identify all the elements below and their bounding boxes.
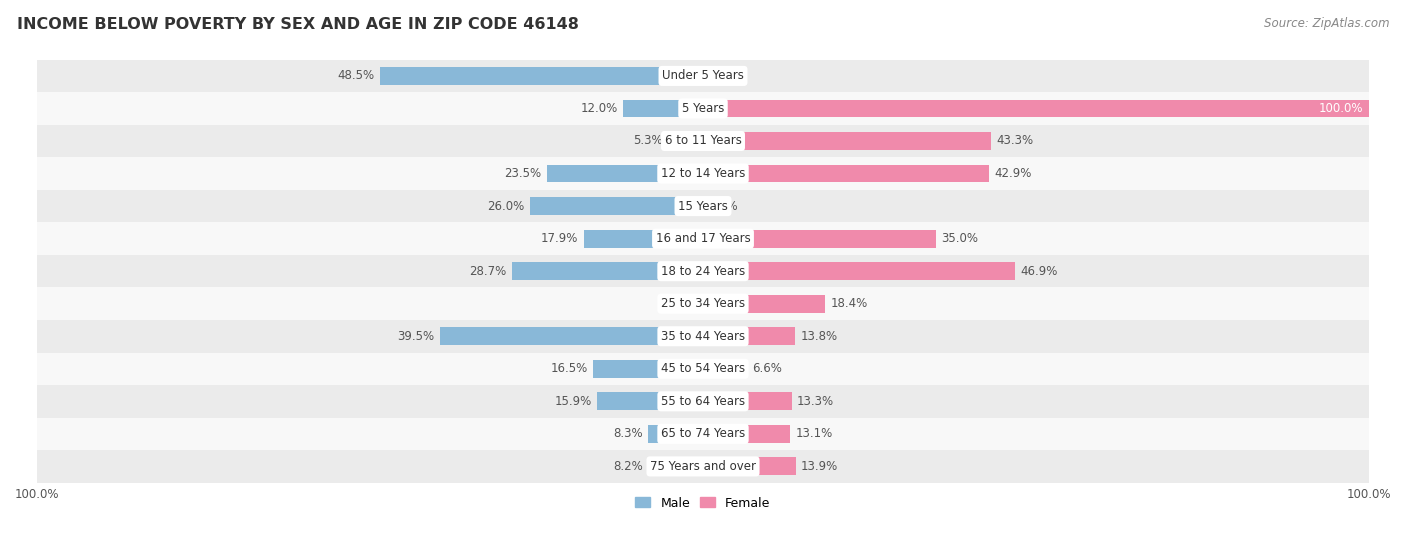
Bar [703,425,790,443]
Text: 25 to 34 Years: 25 to 34 Years [661,297,745,310]
Bar [530,197,703,215]
Text: 75 Years and over: 75 Years and over [650,460,756,473]
Bar [648,425,703,443]
Text: 35 to 44 Years: 35 to 44 Years [661,330,745,343]
Text: 18 to 24 Years: 18 to 24 Years [661,264,745,278]
Text: 15 Years: 15 Years [678,200,728,213]
Bar [703,360,747,378]
Bar [547,165,703,182]
Text: 16.5%: 16.5% [551,362,588,376]
Text: 13.3%: 13.3% [797,395,834,408]
Text: 39.5%: 39.5% [398,330,434,343]
Bar [648,458,703,475]
Bar [440,328,703,345]
Text: 6.6%: 6.6% [752,362,782,376]
Bar [4,60,1402,92]
Text: 100.0%: 100.0% [1319,102,1364,115]
Text: 43.3%: 43.3% [997,134,1033,147]
Bar [703,392,792,410]
Text: 6 to 11 Years: 6 to 11 Years [665,134,741,147]
Text: Source: ZipAtlas.com: Source: ZipAtlas.com [1264,17,1389,30]
Legend: Male, Female: Male, Female [630,492,776,514]
Bar [703,328,794,345]
Text: 15.9%: 15.9% [554,395,592,408]
Bar [4,385,1402,417]
Text: 17.9%: 17.9% [541,232,578,245]
Text: 0.0%: 0.0% [709,69,738,83]
Bar [4,92,1402,125]
Bar [512,262,703,280]
Text: 13.9%: 13.9% [801,460,838,473]
Text: 0.0%: 0.0% [709,200,738,213]
Text: 26.0%: 26.0% [488,200,524,213]
Text: Under 5 Years: Under 5 Years [662,69,744,83]
Text: 12 to 14 Years: 12 to 14 Years [661,167,745,180]
Bar [703,230,936,248]
Text: 0.0%: 0.0% [668,297,697,310]
Bar [703,99,1369,117]
Bar [4,190,1402,222]
Bar [4,450,1402,483]
Bar [4,353,1402,385]
Text: 5 Years: 5 Years [682,102,724,115]
Bar [4,255,1402,287]
Text: 65 to 74 Years: 65 to 74 Years [661,427,745,440]
Text: 35.0%: 35.0% [942,232,979,245]
Text: 28.7%: 28.7% [470,264,506,278]
Text: 55 to 64 Years: 55 to 64 Years [661,395,745,408]
Text: 23.5%: 23.5% [505,167,541,180]
Bar [4,417,1402,450]
Bar [4,287,1402,320]
Text: 45 to 54 Years: 45 to 54 Years [661,362,745,376]
Bar [703,262,1015,280]
Bar [583,230,703,248]
Bar [4,320,1402,353]
Text: 8.3%: 8.3% [613,427,643,440]
Text: 8.2%: 8.2% [613,460,643,473]
Text: 46.9%: 46.9% [1021,264,1057,278]
Bar [703,295,825,312]
Text: INCOME BELOW POVERTY BY SEX AND AGE IN ZIP CODE 46148: INCOME BELOW POVERTY BY SEX AND AGE IN Z… [17,17,579,32]
Text: 13.1%: 13.1% [796,427,832,440]
Text: 13.8%: 13.8% [800,330,838,343]
Text: 5.3%: 5.3% [633,134,662,147]
Text: 48.5%: 48.5% [337,69,375,83]
Text: 42.9%: 42.9% [994,167,1032,180]
Bar [4,157,1402,190]
Bar [703,458,796,475]
Bar [668,132,703,150]
Text: 12.0%: 12.0% [581,102,617,115]
Bar [703,132,991,150]
Bar [593,360,703,378]
Bar [598,392,703,410]
Bar [4,125,1402,157]
Bar [380,67,703,85]
Bar [703,165,988,182]
Text: 18.4%: 18.4% [831,297,868,310]
Bar [4,222,1402,255]
Text: 16 and 17 Years: 16 and 17 Years [655,232,751,245]
Bar [623,99,703,117]
